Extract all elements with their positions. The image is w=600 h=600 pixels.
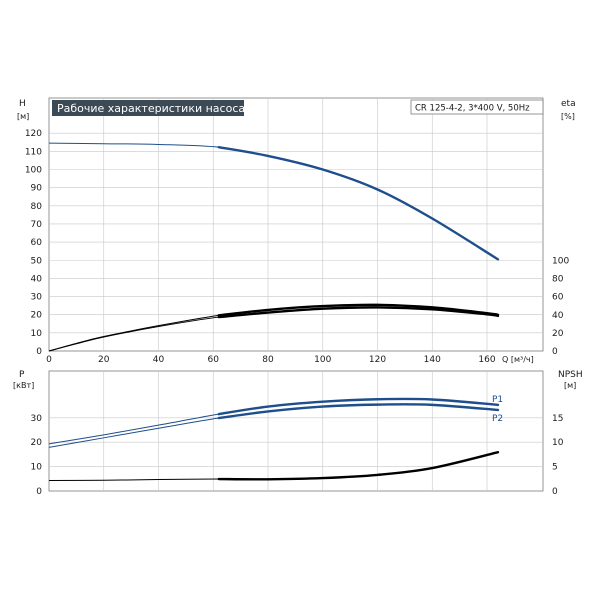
lower-plot-frame bbox=[48, 370, 544, 492]
npsh-tick-label: 10 bbox=[552, 438, 564, 448]
head-tick-label: 60 bbox=[31, 238, 43, 248]
npsh-operating-range bbox=[217, 451, 500, 481]
eta-tick-label: 80 bbox=[552, 275, 564, 285]
lower-grid bbox=[49, 371, 543, 491]
npsh-axis-unit: [м] bbox=[564, 381, 576, 390]
head-tick-label: 120 bbox=[25, 129, 42, 139]
power-axis-label: P bbox=[19, 370, 25, 380]
head-tick-label: 10 bbox=[31, 329, 43, 339]
power-axis-unit: [кВт] bbox=[13, 381, 34, 390]
npsh-tick-label: 0 bbox=[552, 487, 558, 497]
flow-axis-label: Q [м³/ч] bbox=[502, 355, 534, 364]
power-p2-operating-range bbox=[217, 403, 500, 420]
head-axis-unit: [м] bbox=[17, 112, 29, 121]
npsh-tick-label: 15 bbox=[552, 414, 563, 424]
efficiency-total-operating-range bbox=[217, 306, 500, 319]
eta-tick-label: 60 bbox=[552, 293, 564, 303]
chart-title-box bbox=[52, 100, 244, 116]
head-tick-label: 80 bbox=[31, 202, 43, 212]
head-tick-label: 90 bbox=[31, 184, 43, 194]
npsh-tick-label: 5 bbox=[552, 463, 558, 473]
x-tick-label: 0 bbox=[46, 355, 52, 365]
x-tick-label: 100 bbox=[314, 355, 331, 365]
x-tick-label: 160 bbox=[478, 355, 495, 365]
head-axis-label: H bbox=[19, 99, 26, 109]
series-label-p2: P2 bbox=[492, 414, 503, 424]
power-tick-label: 10 bbox=[31, 463, 43, 473]
pump-spec-box bbox=[410, 99, 544, 115]
head-tick-label: 20 bbox=[31, 311, 43, 321]
eta-axis-unit: [%] bbox=[561, 112, 575, 121]
head-tick-label: 110 bbox=[25, 147, 42, 157]
x-tick-label: 40 bbox=[153, 355, 165, 365]
power-tick-label: 30 bbox=[31, 414, 43, 424]
eta-tick-label: 0 bbox=[552, 347, 558, 357]
head-tick-label: 70 bbox=[31, 220, 43, 230]
eta-axis-label: eta bbox=[561, 99, 576, 109]
head-tick-label: 50 bbox=[31, 256, 43, 266]
head-tick-label: 100 bbox=[25, 166, 42, 176]
upper-grid bbox=[49, 98, 543, 351]
x-tick-label: 60 bbox=[208, 355, 220, 365]
eta-tick-label: 100 bbox=[552, 257, 569, 267]
power-p1-operating-range bbox=[217, 397, 500, 416]
x-tick-label: 140 bbox=[424, 355, 441, 365]
head-tick-label: 0 bbox=[36, 347, 42, 357]
series-lines bbox=[48, 142, 500, 482]
chart-title: Рабочие характеристики насоса bbox=[57, 102, 245, 115]
pump-spec-label: CR 125-4-2, 3*400 V, 50Hz bbox=[415, 104, 530, 114]
series-label-p1: P1 bbox=[492, 395, 503, 405]
head-tick-label: 30 bbox=[31, 293, 43, 303]
eta-tick-label: 40 bbox=[552, 311, 564, 321]
tick-labels: 0 20 40 60 80 100 120 140 1600102030405060708090… bbox=[25, 129, 570, 497]
upper-plot-frame bbox=[48, 97, 544, 352]
eta-tick-label: 20 bbox=[552, 329, 564, 339]
x-tick-label: 80 bbox=[262, 355, 274, 365]
head-tick-label: 40 bbox=[31, 274, 43, 284]
efficiency-total-curve bbox=[48, 306, 499, 352]
power-tick-label: 20 bbox=[31, 438, 43, 448]
x-tick-label: 120 bbox=[369, 355, 386, 365]
head-operating-range bbox=[217, 145, 500, 261]
npsh-axis-label: NPSH bbox=[558, 370, 583, 380]
x-tick-label: 20 bbox=[98, 355, 110, 365]
power-tick-label: 0 bbox=[36, 487, 42, 497]
